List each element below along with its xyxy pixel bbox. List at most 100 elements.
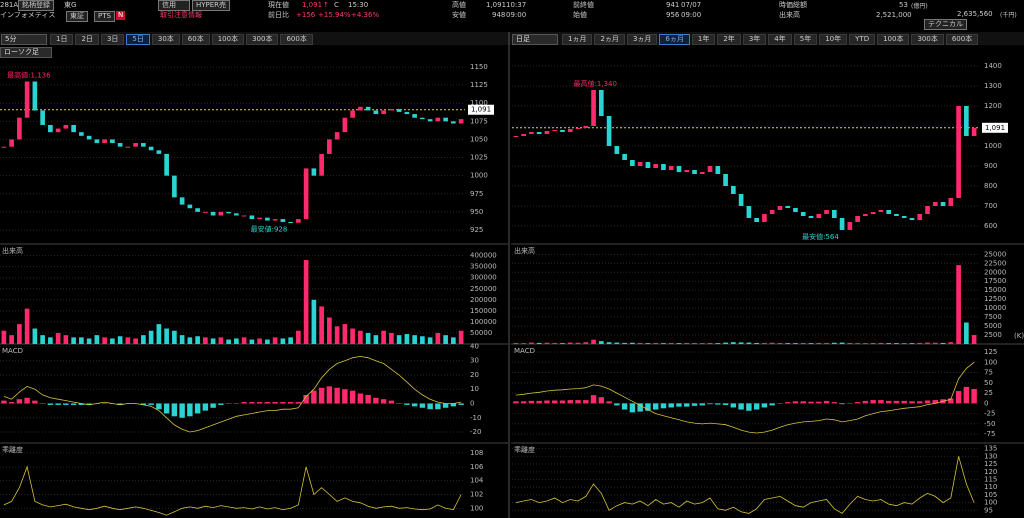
volume-bar [583,342,589,344]
period-button[interactable]: 3ヵ月 [626,34,658,45]
period-button[interactable]: 1ヵ月 [562,34,593,45]
volume-bar [793,343,798,344]
volume-bar [280,338,286,344]
period-button[interactable]: 2ヵ月 [594,34,625,45]
volume-bar [529,342,534,344]
volume-bar [521,343,526,344]
interval-select[interactable]: 日足 [512,34,558,45]
period-button[interactable]: 1日 [50,34,74,45]
register-button[interactable]: 銘柄登録 [18,0,54,11]
volume-bar [847,342,853,344]
volume-bar [878,342,884,344]
macd-histogram [691,403,698,406]
period-button[interactable]: 600本 [945,34,979,45]
candle [17,117,22,140]
deviation-line [3,465,462,516]
y-tick-label: 75 [984,369,993,377]
panel-title: MACD [2,347,23,355]
candle [404,111,410,115]
candle [971,127,977,136]
period-button[interactable]: YTD [849,34,876,45]
volume-bar [777,342,783,344]
volume-bar [699,343,705,344]
macd-histogram [194,403,201,414]
interval-select[interactable]: 5分 [1,34,47,45]
candle [630,160,635,166]
technical-button[interactable]: テクニカル [924,19,967,30]
period-button[interactable]: 2日 [75,34,99,45]
period-button[interactable]: 3日 [100,34,125,45]
value: 1,091 [486,1,507,9]
volume-bar [133,338,138,344]
volume-bar [334,326,340,344]
macd-histogram [707,403,713,405]
macd-histogram [101,403,108,404]
y-tick-label: 25 [984,389,993,397]
period-button[interactable]: 300本 [911,34,944,45]
candle [117,143,123,147]
period-button[interactable]: 100本 [211,34,245,45]
candle [645,162,651,168]
current-label: 1,091 [471,106,491,114]
y-tick-label: 125 [984,460,997,468]
period-button[interactable]: 3年 [742,34,767,45]
y-tick-label: 150000 [470,307,497,315]
macd-histogram [730,403,737,408]
pts-tab[interactable]: PTS [94,11,115,22]
candle [746,206,752,218]
candle [458,119,464,124]
y-tick-label: 5000 [984,322,1002,330]
candle [715,166,721,174]
macd-histogram [187,403,193,417]
period-button[interactable]: 300本 [246,34,279,45]
style-select[interactable]: ローソク足 [0,47,52,58]
candle [676,166,682,172]
volume-bar [412,335,417,344]
candle [311,168,317,176]
period-button[interactable]: 10年 [819,34,848,45]
candle [172,175,177,198]
volume-bar [48,337,53,344]
period-button[interactable]: 60本 [181,34,210,45]
volume-bar [964,322,969,344]
exchange-tab[interactable]: 東証 [66,11,88,22]
macd-histogram [148,403,154,405]
y-tick-label: 100 [984,358,997,366]
news-icon[interactable]: N [116,11,126,20]
y-tick-label: 95 [984,506,993,514]
volume-bar [746,342,752,344]
current-label: 1,091 [985,124,1005,132]
period-button[interactable]: 2年 [717,34,741,45]
volume-bar [381,330,386,344]
period-button[interactable]: 6ヵ月 [659,34,690,45]
volume-bar [458,330,464,344]
period-button[interactable]: 1年 [691,34,716,45]
period-button[interactable]: 4年 [768,34,792,45]
y-tick-label: 125 [984,348,997,356]
volume-bar [303,260,309,344]
macd-histogram [847,403,853,404]
period-button[interactable]: 5年 [793,34,818,45]
period-button[interactable]: 5日 [126,34,150,45]
macd-histogram [598,397,605,404]
macd-histogram [264,402,271,404]
candle [964,106,969,136]
volume-bar [55,332,61,344]
volume-bar [925,342,930,344]
macd-histogram [614,403,620,406]
change: +156 [296,11,316,19]
period-button[interactable]: 100本 [877,34,910,45]
candle [102,139,107,144]
volume-bar [606,342,612,344]
time: 15:30 [348,1,369,9]
y-tick-label: 800 [984,182,997,190]
candle [536,132,542,134]
low-label: 最安値:564 [802,232,839,241]
caution[interactable]: 取引注意情報 [160,11,202,19]
period-button[interactable]: 30本 [151,34,180,45]
period-button[interactable]: 600本 [280,34,313,45]
macd-histogram [156,403,162,410]
candle [365,106,371,111]
macd-histogram [955,391,962,404]
